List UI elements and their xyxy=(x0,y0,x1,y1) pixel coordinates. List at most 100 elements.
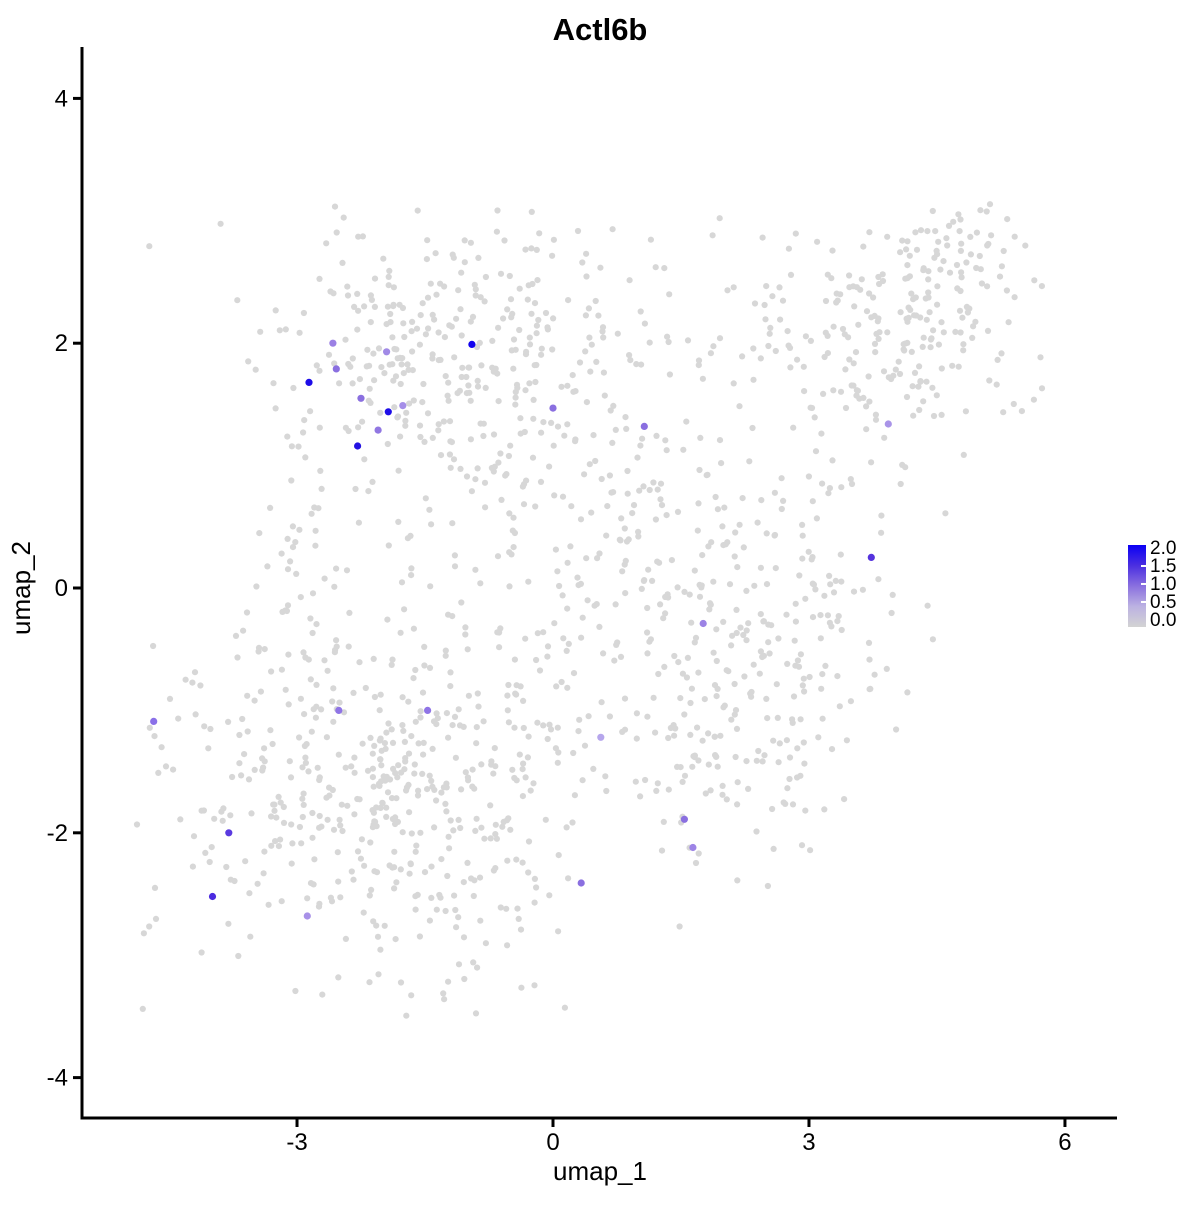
cell-point-zero xyxy=(594,555,601,562)
cell-point-zero xyxy=(748,688,755,696)
cell-point-zero xyxy=(681,711,688,718)
cell-point-zero xyxy=(392,820,399,828)
cell-point-zero xyxy=(600,334,607,341)
cell-point-zero xyxy=(323,240,330,247)
cell-point-zero xyxy=(446,451,453,458)
scatter-points-layer xyxy=(133,201,1046,1019)
cell-point-zero xyxy=(402,417,409,424)
cell-point-zero xyxy=(458,599,465,606)
cell-point-zero xyxy=(960,341,967,348)
cell-point-zero xyxy=(611,657,618,664)
cell-point-zero xyxy=(625,536,632,543)
cell-point-zero xyxy=(892,366,899,373)
cell-point-zero xyxy=(316,424,323,431)
cell-point-zero xyxy=(734,779,741,786)
cell-point-zero xyxy=(674,584,681,591)
cell-point-zero xyxy=(225,718,232,726)
cell-point-zero xyxy=(428,777,435,785)
cell-point-zero xyxy=(402,755,409,762)
cell-point-zero xyxy=(540,629,547,636)
cell-point-zero xyxy=(504,692,511,699)
cell-point-zero xyxy=(367,319,374,326)
cell-point-zero xyxy=(658,502,666,509)
cell-point-zero xyxy=(421,662,428,669)
cell-point-zero xyxy=(565,297,572,304)
cell-point-zero xyxy=(890,372,897,379)
cell-point-zero xyxy=(679,778,686,786)
cell-point-zero xyxy=(959,314,966,321)
cell-point-zero xyxy=(714,763,721,770)
cell-point-zero xyxy=(617,537,624,544)
cell-point-zero xyxy=(829,457,836,464)
cell-point-zero xyxy=(197,682,204,689)
cell-point-zero xyxy=(506,510,513,517)
cell-point-zero xyxy=(707,350,715,357)
cell-point-zero xyxy=(301,711,308,718)
cell-point-zero xyxy=(520,724,527,732)
cell-point-zero xyxy=(396,354,404,361)
cell-point-zero xyxy=(930,327,937,334)
cell-point-zero xyxy=(794,745,801,752)
cell-point-zero xyxy=(713,753,720,760)
cell-point-zero xyxy=(467,239,474,246)
cell-point-zero xyxy=(518,984,525,991)
cell-point-zero xyxy=(986,201,994,208)
cell-point-zero xyxy=(413,325,421,332)
cell-point-zero xyxy=(730,380,737,387)
cell-point-zero xyxy=(881,434,888,441)
cell-point-zero xyxy=(270,801,277,808)
cell-point-zero xyxy=(824,332,831,339)
cell-point-zero xyxy=(288,860,295,867)
cell-point-zero xyxy=(600,650,607,657)
cell-point-zero xyxy=(452,754,459,761)
cell-point-zero xyxy=(304,895,311,902)
cell-point-zero xyxy=(433,721,440,728)
cell-point-zero xyxy=(548,419,555,426)
cell-point-zero xyxy=(570,670,578,677)
cell-point-zero xyxy=(748,693,755,700)
cell-point-zero xyxy=(504,942,511,949)
cell-point-zero xyxy=(639,435,646,442)
cell-point-zero xyxy=(525,838,533,845)
cell-point-zero xyxy=(960,347,967,354)
cell-point-zero xyxy=(445,734,452,741)
cell-point-zero xyxy=(397,433,404,440)
cell-point-zero xyxy=(623,425,630,432)
cell-point-zero xyxy=(538,345,545,352)
cell-point-zero xyxy=(467,318,474,325)
cell-point-expressing xyxy=(577,879,585,887)
cell-point-zero xyxy=(603,787,610,795)
cell-point-zero xyxy=(522,387,529,394)
cell-point-zero xyxy=(533,361,540,369)
cell-point-zero xyxy=(586,334,593,341)
cell-point-zero xyxy=(354,326,361,333)
cell-point-zero xyxy=(943,235,950,242)
cell-point-zero xyxy=(563,824,570,831)
cell-point-zero xyxy=(284,602,292,609)
cell-point-zero xyxy=(553,683,560,690)
cell-point-zero xyxy=(331,203,339,210)
cell-point-zero xyxy=(321,575,328,582)
cell-point-zero xyxy=(820,390,827,397)
cell-point-zero xyxy=(487,802,494,809)
cell-point-zero xyxy=(909,383,916,390)
cell-point-zero xyxy=(189,863,196,870)
cell-point-zero xyxy=(600,369,608,376)
cell-point-zero xyxy=(470,959,477,966)
cell-point-zero xyxy=(401,766,408,773)
cell-point-zero xyxy=(1011,233,1018,240)
cell-point-zero xyxy=(790,424,797,431)
cell-point-zero xyxy=(529,454,537,461)
cell-point-zero xyxy=(934,283,941,290)
cell-point-zero xyxy=(554,568,561,575)
cell-point-zero xyxy=(817,612,824,619)
cell-point-zero xyxy=(284,535,291,543)
cell-point-zero xyxy=(309,590,317,597)
cell-point-zero xyxy=(351,811,358,818)
cell-point-zero xyxy=(642,776,649,784)
cell-point-zero xyxy=(388,726,395,733)
cell-point-zero xyxy=(463,373,470,381)
cell-point-zero xyxy=(373,869,381,876)
cell-point-zero xyxy=(380,773,387,780)
cell-point-zero xyxy=(942,510,949,517)
